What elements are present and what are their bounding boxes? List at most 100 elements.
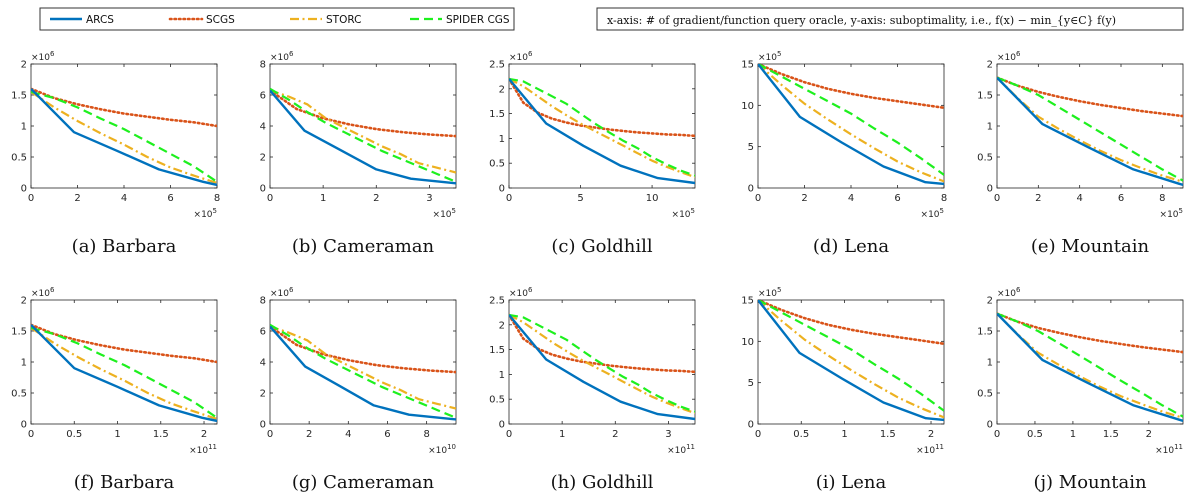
y-exponent-power: 6 <box>50 286 55 294</box>
plot-frame <box>508 63 696 189</box>
series-line-spider-cgs <box>31 90 217 183</box>
x-tick-label: 2 <box>801 193 807 204</box>
series-line-scgs <box>997 312 1183 354</box>
y-tick-label: 0 <box>260 184 266 195</box>
x-tick-label: 1.5 <box>153 429 169 440</box>
series-line-storc <box>31 326 217 421</box>
x-tick-label: 4 <box>345 429 351 440</box>
x-exponent: ×1011 <box>189 443 217 456</box>
series-line-spider-cgs <box>509 313 695 413</box>
x-tick-label: 2 <box>373 193 379 204</box>
y-exponent: ×106 <box>509 286 533 299</box>
series-line-spider-cgs <box>270 87 456 183</box>
y-tick-label: 2.5 <box>489 60 505 71</box>
x-tick-label: 3 <box>426 193 432 204</box>
y-tick-label: 15 <box>741 296 754 307</box>
x-exponent: ×1011 <box>1155 443 1183 456</box>
subplots: 0 0.5 1 1.5 2 0 2 4 6 8 ×106 ×105 (a) Barbara 0 2 4 6 8 0 1… <box>11 50 1184 493</box>
subplot: 0 5 10 15 0 0.5 1 1.5 2 ×105 ×1011 (i) Lena <box>741 286 945 493</box>
x-tick-label: 0 <box>994 429 1000 440</box>
y-tick-label: 2 <box>987 296 993 307</box>
x-tick-label: 0 <box>755 193 761 204</box>
subplot-caption: (b) Cameraman <box>292 236 435 257</box>
x-exponent: ×105 <box>672 207 695 220</box>
y-exponent-power: 6 <box>289 50 294 58</box>
x-tick-label: 0 <box>267 429 273 440</box>
series-line-arcs <box>509 78 695 185</box>
x-tick-label: 8 <box>423 429 429 440</box>
x-exponent-power: 5 <box>452 207 456 215</box>
series-line-storc <box>997 76 1183 183</box>
y-exponent-power: 6 <box>289 286 294 294</box>
y-tick-label: 0 <box>987 184 993 195</box>
y-tick-label: 0.5 <box>489 159 505 170</box>
y-tick-label: 1 <box>499 134 505 145</box>
x-tick-label: 2 <box>1146 429 1152 440</box>
legend-label: SPIDER CGS <box>446 14 510 26</box>
plot-frame <box>30 63 218 189</box>
y-tick-label: 5 <box>748 378 754 389</box>
x-tick-label: 6 <box>384 429 390 440</box>
y-exponent-power: 6 <box>50 50 55 58</box>
x-tick-label: 8 <box>1159 193 1165 204</box>
y-tick-label: 2.5 <box>489 296 505 307</box>
x-tick-label: 1.5 <box>1103 429 1119 440</box>
x-exponent-power: 11 <box>686 443 695 451</box>
y-tick-label: 1.5 <box>11 327 27 338</box>
x-tick-label: 0 <box>267 193 273 204</box>
series-line-storc <box>758 300 944 419</box>
series-line-arcs <box>997 76 1183 187</box>
subplot: 0 2 4 6 8 0 1 2 3 ×106 ×105 (b) Cameraman <box>260 50 457 257</box>
x-tick-label: 6 <box>894 193 900 204</box>
x-tick-label: 2 <box>74 193 80 204</box>
x-exponent: ×105 <box>433 207 456 220</box>
subplot-caption: (f) Barbara <box>74 472 175 493</box>
y-tick-label: 1.5 <box>11 91 27 102</box>
y-tick-label: 5 <box>748 142 754 153</box>
series-line-spider-cgs <box>31 326 217 419</box>
y-tick-label: 2 <box>499 320 505 331</box>
x-exponent-power: 5 <box>213 207 217 215</box>
y-tick-label: 0 <box>748 420 754 431</box>
series-line-spider-cgs <box>270 323 456 419</box>
x-tick-label: 4 <box>121 193 127 204</box>
x-tick-label: 0 <box>28 429 34 440</box>
y-tick-label: 2 <box>499 84 505 95</box>
x-tick-label: 4 <box>1076 193 1082 204</box>
series-line-spider-cgs <box>997 76 1183 182</box>
legend-label: SCGS <box>206 14 235 26</box>
y-tick-label: 2 <box>21 60 27 71</box>
y-exponent: ×105 <box>758 286 781 299</box>
x-tick-label: 5 <box>577 193 583 204</box>
x-exponent-power: 11 <box>935 443 944 451</box>
y-exponent: ×106 <box>270 50 294 63</box>
y-exponent: ×106 <box>509 50 533 63</box>
subplot: 0 0.5 1 1.5 2 2.5 0 1 2 3 ×106 ×1011 (h) Goldhill <box>489 286 696 493</box>
subplot-caption: (d) Lena <box>813 236 889 257</box>
x-tick-label: 1 <box>114 429 120 440</box>
y-tick-label: 1.5 <box>489 345 505 356</box>
legend: ARCS SCGS STORC SPIDER CGS <box>39 7 515 31</box>
legend-item: STORC <box>290 14 361 26</box>
subplot-caption: (h) Goldhill <box>551 472 654 493</box>
subplot: 0 0.5 1 1.5 2 0 2 4 6 8 ×106 ×105 (e) Mountain <box>977 50 1184 257</box>
series-line-arcs <box>509 314 695 421</box>
y-tick-label: 0 <box>260 420 266 431</box>
series-line-arcs <box>31 323 217 423</box>
x-exponent: ×1011 <box>667 443 695 456</box>
series-line-scgs <box>758 300 944 346</box>
series-line-arcs <box>997 312 1183 423</box>
y-tick-label: 8 <box>260 60 266 71</box>
y-exponent-power: 6 <box>1016 50 1021 58</box>
series-line-scgs <box>270 325 456 374</box>
y-exponent: ×106 <box>31 50 55 63</box>
y-tick-label: 15 <box>741 60 754 71</box>
y-tick-label: 1 <box>987 358 993 369</box>
y-tick-label: 10 <box>741 101 754 112</box>
series-line-scgs <box>997 76 1183 118</box>
subplot: 0 5 10 15 0 2 4 6 8 ×105 ×105 (d) Lena <box>741 50 947 257</box>
y-tick-label: 6 <box>260 91 266 102</box>
y-tick-label: 0 <box>499 420 505 431</box>
x-tick-label: 1 <box>841 429 847 440</box>
y-exponent-power: 6 <box>1016 286 1021 294</box>
